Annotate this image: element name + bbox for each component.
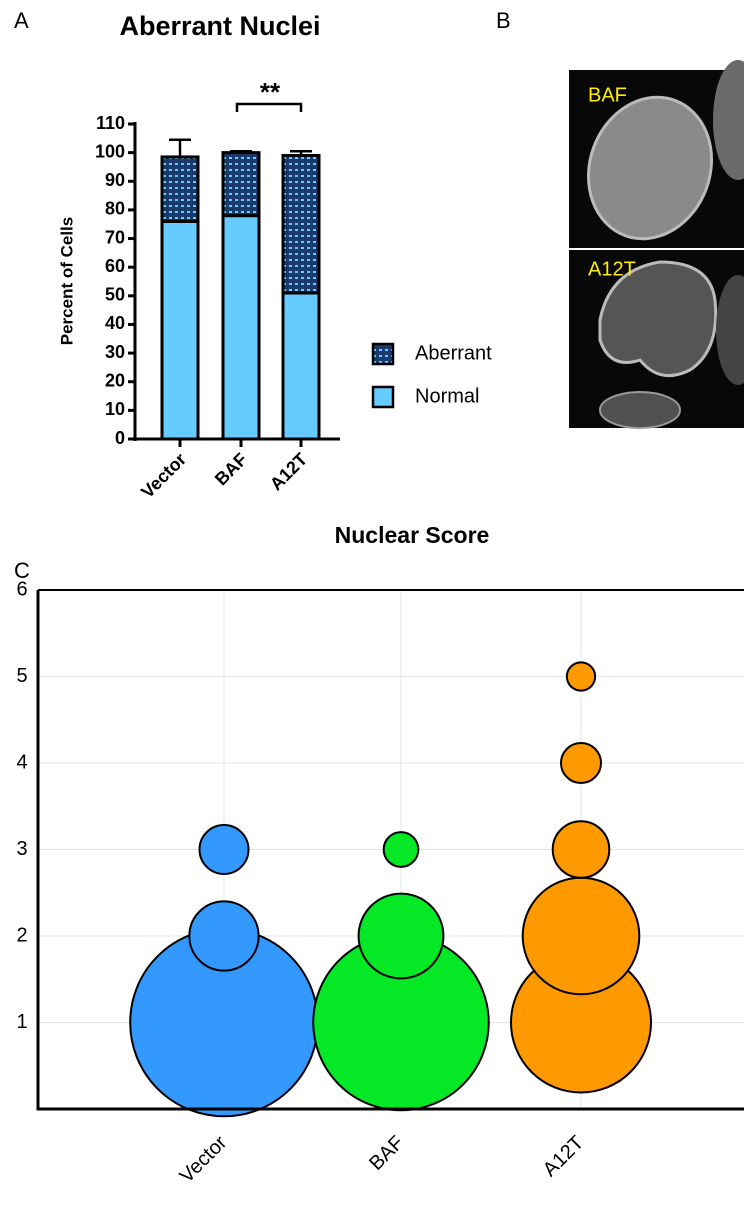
- y-tick-label: 3: [16, 838, 27, 860]
- y-tick-label: 80: [105, 199, 125, 219]
- y-tick-label: 50: [105, 285, 125, 305]
- micrograph: BAF: [569, 60, 744, 256]
- x-tick-label: BAF: [365, 1132, 408, 1175]
- bubble: [200, 825, 249, 874]
- nucleus: [600, 392, 680, 428]
- y-tick-label: 5: [16, 665, 27, 687]
- x-tick-label: Vector: [137, 449, 190, 502]
- legend-label: Normal: [415, 385, 479, 407]
- y-tick-label: 20: [105, 370, 125, 390]
- y-tick-label: 6: [16, 578, 27, 600]
- micrograph: A12T: [569, 250, 744, 428]
- y-tick-label: 90: [105, 170, 125, 190]
- x-tick-label: Vector: [176, 1131, 232, 1187]
- bar-segment: [162, 221, 198, 439]
- bar-segment: [283, 156, 319, 293]
- bubble: [553, 821, 610, 878]
- panel-label: B: [496, 8, 511, 33]
- x-tick-label: BAF: [211, 449, 251, 489]
- x-tick-label: A12T: [266, 449, 311, 494]
- y-tick-label: 60: [105, 256, 125, 276]
- y-tick-label: 10: [105, 399, 125, 419]
- legend-label: Aberrant: [415, 342, 492, 364]
- y-tick-label: 70: [105, 227, 125, 247]
- y-tick-label: 30: [105, 342, 125, 362]
- bubble: [523, 878, 640, 995]
- bubble: [567, 662, 595, 690]
- legend-swatch: [373, 387, 393, 407]
- bar-segment: [223, 216, 259, 439]
- annotation: **: [260, 77, 281, 107]
- chart-title: Aberrant Nuclei: [119, 11, 320, 41]
- bar-segment: [223, 153, 259, 216]
- x-tick-label: A12T: [539, 1132, 588, 1181]
- bubble: [561, 743, 601, 783]
- y-axis-label: Percent of Cells: [57, 217, 76, 346]
- bubble: [359, 894, 444, 979]
- bubble: [189, 901, 258, 970]
- panel-label: A: [14, 8, 29, 33]
- bar-segment: [283, 293, 319, 439]
- y-tick-label: 40: [105, 313, 125, 333]
- error-bar: [169, 140, 191, 157]
- bar-segment: [162, 157, 198, 221]
- figure: A B C BAF A12T Aberrant NucleiPercent of…: [0, 0, 744, 1205]
- error-bar: [230, 151, 252, 152]
- bubble: [384, 832, 419, 867]
- y-tick-label: 0: [115, 428, 125, 448]
- y-tick-label: 100: [95, 141, 125, 161]
- y-tick-label: 110: [96, 113, 125, 133]
- chart-title: Nuclear Score: [335, 522, 490, 548]
- legend-swatch: [373, 344, 393, 364]
- y-tick-label: 4: [16, 751, 27, 773]
- image-label: BAF: [588, 84, 627, 106]
- y-tick-label: 2: [16, 924, 27, 946]
- image-label: A12T: [588, 258, 636, 280]
- y-tick-label: 1: [16, 1011, 27, 1033]
